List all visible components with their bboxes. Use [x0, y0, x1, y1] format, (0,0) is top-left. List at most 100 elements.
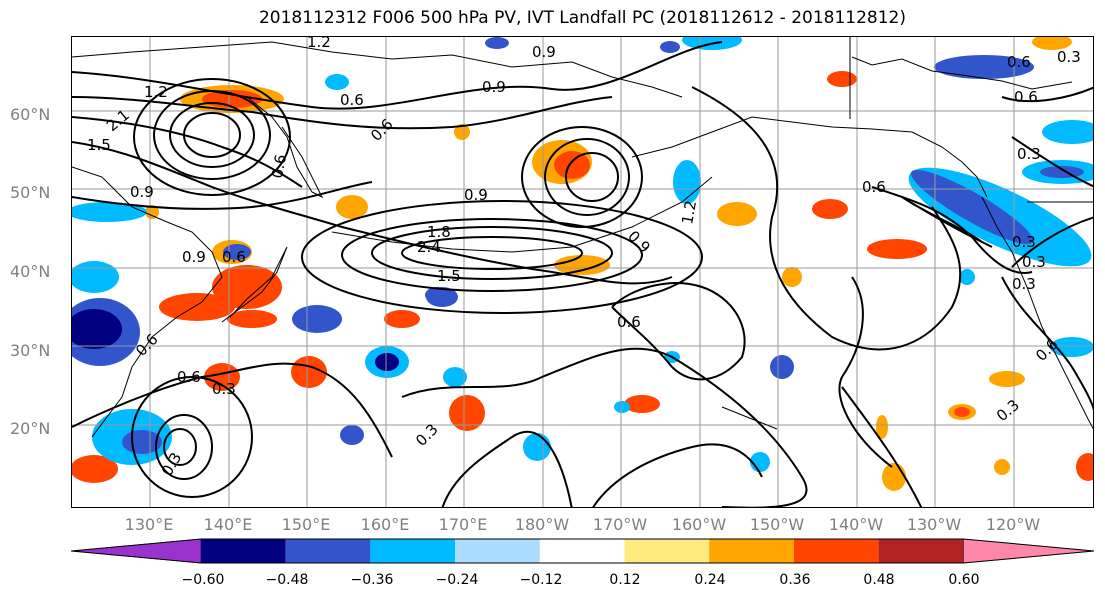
- contour-label: 0.6: [340, 91, 364, 109]
- contour-label: 1.8: [427, 223, 451, 241]
- pv-contour: [841, 386, 923, 507]
- contour-label: 0.6: [617, 313, 641, 331]
- anomaly-patch: [1040, 166, 1084, 178]
- colorbar-extend-high: [962, 538, 1095, 564]
- lon-label-140e: 140°E: [203, 515, 253, 534]
- contour-label: 0.3: [1012, 233, 1036, 251]
- anomaly-patch: [72, 261, 119, 293]
- contour-label: 0.6: [268, 153, 290, 180]
- map-panel: 1.2 1.2 2.1 1.5 0.9 0.6 0.9 0.9 0.6 0.3 …: [71, 36, 1094, 508]
- anomaly-patch: [867, 239, 927, 259]
- lon-label-170w: 170°W: [592, 515, 648, 534]
- anomaly-patch: [717, 202, 757, 226]
- anomaly-patch: [959, 269, 975, 285]
- pv-contour: [131, 376, 253, 498]
- pv-contour: [133, 78, 291, 196]
- pv-contour: [72, 181, 373, 210]
- pv-contours: [72, 41, 1093, 507]
- pv-contour: [341, 218, 643, 292]
- colorbar-cell: [878, 539, 964, 563]
- anomaly-patch: [384, 310, 420, 328]
- contour-label: 1.2: [144, 83, 168, 101]
- anomaly-patch: [145, 205, 159, 219]
- pv-contour: [155, 414, 213, 480]
- coastline-japan: [221, 246, 288, 323]
- colorbar-tick: 0.24: [694, 572, 726, 588]
- anomaly-patch: [673, 160, 701, 204]
- anomaly-patch: [72, 455, 118, 483]
- colorbar-cell: [793, 539, 879, 563]
- contour-label: 0.3: [1022, 253, 1046, 271]
- anomaly-patch: [1032, 37, 1072, 50]
- anomaly-patch: [1076, 453, 1093, 481]
- contour-label: 2.1: [103, 106, 133, 135]
- contour-label: 0.6: [222, 248, 246, 266]
- pv-contour: [611, 282, 746, 381]
- lon-label-130e: 130°E: [124, 515, 174, 534]
- colorbar-cell: [201, 539, 286, 563]
- anomaly-patch: [485, 37, 509, 49]
- coastline-asia: [72, 166, 223, 438]
- anomaly-patch: [876, 415, 888, 439]
- lon-label-180w: 180°W: [514, 515, 570, 534]
- pv-contour: [1011, 136, 1093, 188]
- lon-label-170e: 170°E: [438, 515, 488, 534]
- contour-label: 0.3: [1012, 275, 1036, 293]
- colorbar-tick: 0.48: [863, 572, 895, 588]
- anomaly-patch: [989, 371, 1025, 387]
- anomaly-patch: [1042, 120, 1093, 144]
- contour-label: 2.4: [417, 238, 441, 256]
- colorbar-cell: [539, 539, 625, 563]
- pv-contour: [153, 90, 271, 180]
- anomaly-patch: [782, 267, 802, 287]
- colorbar-cell: [285, 539, 371, 563]
- pv-contour: [1011, 216, 1093, 268]
- anomaly-patch: [614, 401, 630, 413]
- contour-label: 1.2: [678, 199, 700, 226]
- pv-contour: [72, 96, 613, 130]
- anomaly-patch: [336, 195, 368, 219]
- anomaly-patch: [227, 310, 277, 328]
- anomaly-patch: [449, 395, 485, 431]
- coastline-canada: [851, 56, 1073, 90]
- pv-contour: [441, 430, 573, 507]
- anomaly-patch: [954, 407, 970, 417]
- anomaly-patch: [443, 367, 467, 387]
- anomaly-patch: [72, 309, 122, 349]
- contour-label: 0.3: [1057, 48, 1081, 66]
- contour-label: 0.9: [130, 183, 154, 201]
- coastlines: [72, 37, 1093, 438]
- contour-label: 0.9: [532, 43, 556, 61]
- pv-contour: [301, 200, 703, 314]
- contour-label: 0.3: [993, 396, 1023, 425]
- pv-contour: [838, 276, 893, 468]
- anomaly-patch: [994, 459, 1010, 475]
- anomaly-patch: [812, 199, 848, 219]
- anomaly-patch: [159, 293, 235, 321]
- anomaly-patch: [910, 169, 1034, 245]
- contour-label: 0.6: [862, 178, 886, 196]
- colorbar-tick: 0.60: [948, 572, 980, 588]
- contour-label: 0.9: [624, 227, 654, 257]
- lat-label-50n: 50°N: [10, 183, 51, 202]
- lon-label-130w: 130°W: [906, 515, 962, 534]
- contour-label: 0.3: [212, 380, 236, 398]
- colorbar-tick: −0.36: [350, 572, 394, 588]
- pv-contour: [401, 236, 583, 270]
- anomaly-patch: [340, 425, 364, 445]
- pv-contour: [1001, 86, 1093, 103]
- lon-label-160w: 160°W: [671, 515, 727, 534]
- pv-contour: [72, 41, 723, 110]
- pv-contour: [183, 112, 241, 158]
- colorbar-tick: 0.12: [609, 572, 641, 588]
- pv-contour: [169, 102, 255, 168]
- anomaly-patch: [223, 244, 251, 260]
- contour-label: 0.6: [1014, 88, 1038, 106]
- anomaly-patch: [934, 55, 1034, 79]
- contour-label: 1.5: [87, 136, 111, 154]
- pv-contour: [72, 141, 673, 285]
- anomaly-patch: [660, 41, 680, 53]
- anomaly-patch: [554, 151, 590, 179]
- lon-label-150w: 150°W: [749, 515, 805, 534]
- lat-label-40n: 40°N: [10, 262, 51, 281]
